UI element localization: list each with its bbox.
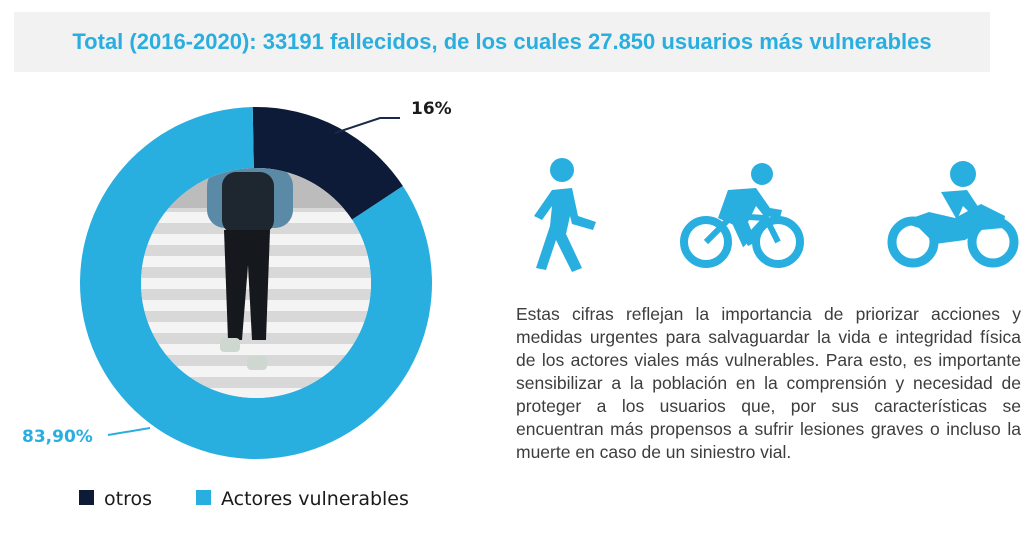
slice-label-otros: 16% <box>411 99 452 119</box>
legend-label-actores-vulnerables: Actores vulnerables <box>221 488 409 510</box>
legend-swatch-actores-vulnerables <box>196 490 211 505</box>
motorcyclist-icon <box>887 161 1019 268</box>
page-title: Total (2016-2020): 33191 fallecidos, de … <box>72 29 932 54</box>
cyclist-icon <box>680 163 804 268</box>
legend-swatch-otros <box>79 490 94 505</box>
pedestrian-icon <box>534 158 596 272</box>
slice-otros <box>252 107 403 220</box>
slice-label-actores-vulnerables: 83,90% <box>22 427 93 447</box>
legend-label-otros: otros <box>104 488 152 510</box>
title-banner: Total (2016-2020): 33191 fallecidos, de … <box>14 12 990 72</box>
road-user-icons <box>520 150 1020 280</box>
donut-chart: 16% 83,90% otros Actores vulnerables <box>22 99 452 510</box>
callout-lines <box>107 117 400 436</box>
slice-actores-vulnerables <box>80 107 433 460</box>
body-paragraph: Estas cifras reflejan la importancia de … <box>516 304 1021 462</box>
donut-slices <box>80 107 433 460</box>
